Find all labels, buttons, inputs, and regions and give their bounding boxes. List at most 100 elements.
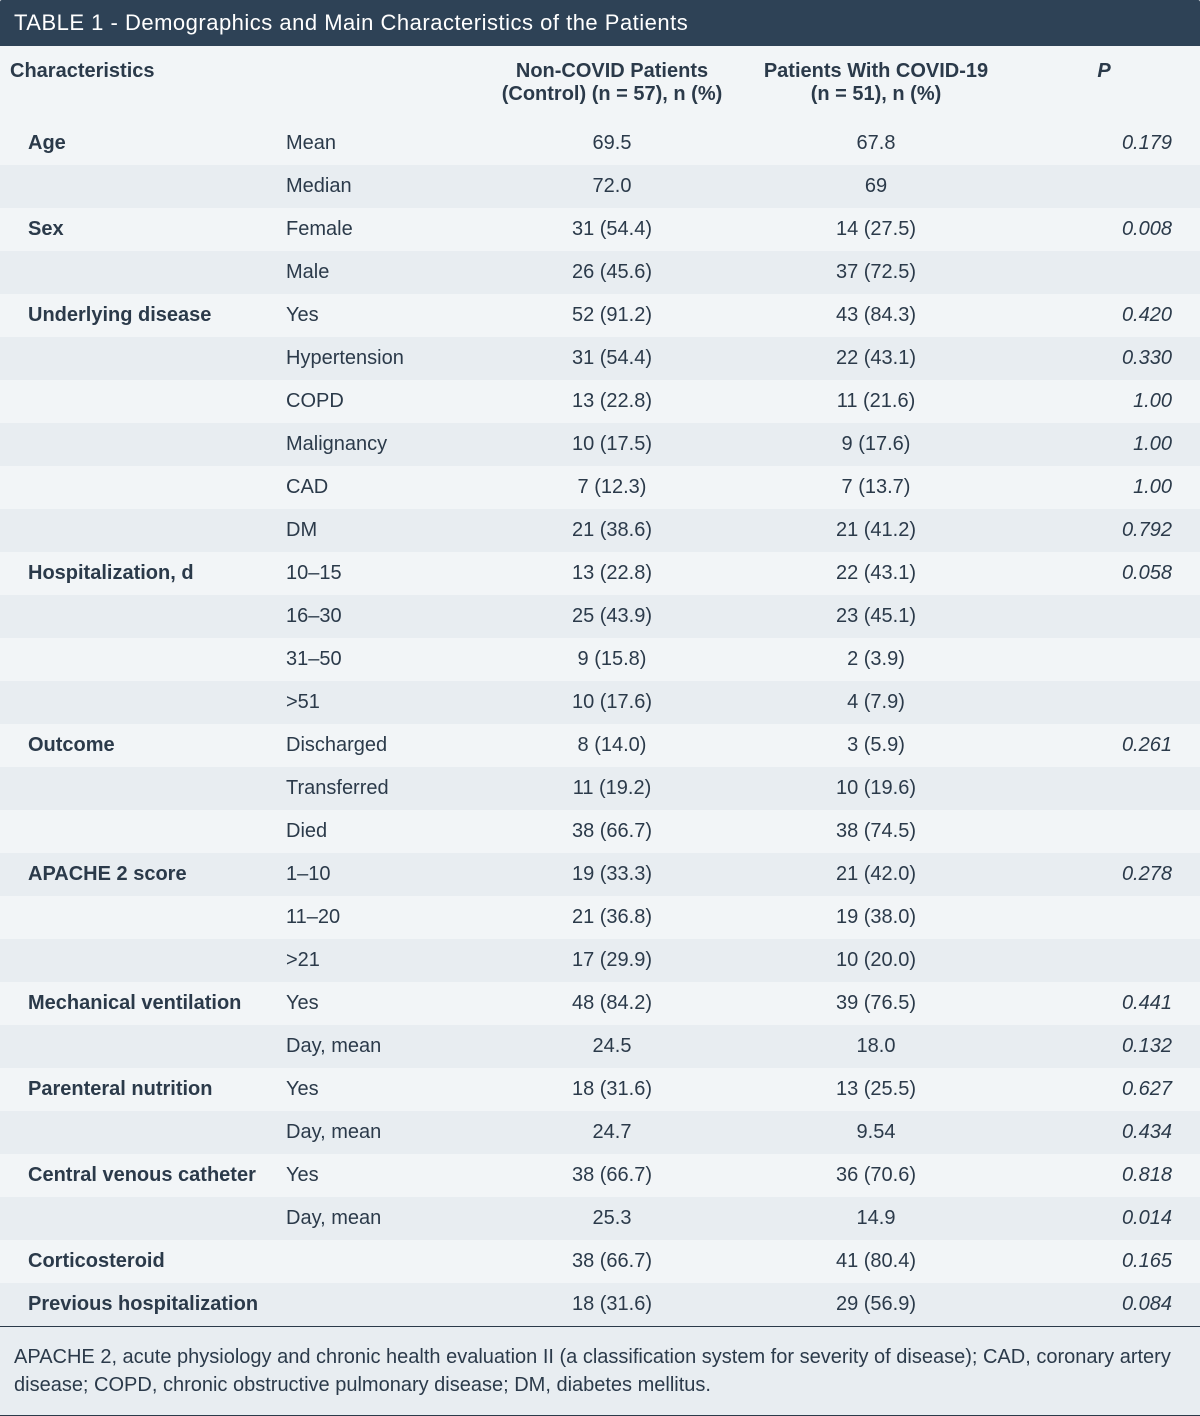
table-title: TABLE 1 - Demographics and Main Characte… xyxy=(0,0,1200,46)
cell-pvalue: 1.00 xyxy=(1008,423,1200,466)
cell-subcategory xyxy=(276,1283,480,1326)
cell-pvalue xyxy=(1008,681,1200,724)
cell-pvalue xyxy=(1008,638,1200,681)
table-row: Malignancy10 (17.5)9 (17.6)1.00 xyxy=(0,423,1200,466)
cell-characteristic xyxy=(0,509,276,552)
cell-characteristic: Central venous catheter xyxy=(0,1154,276,1197)
cell-characteristic: Sex xyxy=(0,208,276,251)
cell-pvalue xyxy=(1008,767,1200,810)
cell-characteristic: Mechanical ventilation xyxy=(0,982,276,1025)
cell-subcategory: Mean xyxy=(276,122,480,165)
cell-covid: 36 (70.6) xyxy=(744,1154,1008,1197)
cell-characteristic xyxy=(0,466,276,509)
cell-pvalue: 0.014 xyxy=(1008,1197,1200,1240)
table-row: Median72.069 xyxy=(0,165,1200,208)
cell-covid: 9.54 xyxy=(744,1111,1008,1154)
cell-noncovid: 72.0 xyxy=(480,165,744,208)
table-row: Hypertension31 (54.4)22 (43.1)0.330 xyxy=(0,337,1200,380)
cell-covid: 69 xyxy=(744,165,1008,208)
cell-noncovid: 24.5 xyxy=(480,1025,744,1068)
table-row: COPD13 (22.8)11 (21.6)1.00 xyxy=(0,380,1200,423)
cell-pvalue: 0.058 xyxy=(1008,552,1200,595)
cell-subcategory: Female xyxy=(276,208,480,251)
cell-pvalue: 0.084 xyxy=(1008,1283,1200,1326)
table-header: Characteristics Non-COVID Patients (Cont… xyxy=(0,46,1200,122)
cell-noncovid: 13 (22.8) xyxy=(480,552,744,595)
cell-covid: 10 (20.0) xyxy=(744,939,1008,982)
cell-characteristic xyxy=(0,638,276,681)
table-row: AgeMean69.567.80.179 xyxy=(0,122,1200,165)
cell-covid: 13 (25.5) xyxy=(744,1068,1008,1111)
col-characteristics: Characteristics xyxy=(0,46,480,122)
table-row: Parenteral nutritionYes18 (31.6)13 (25.5… xyxy=(0,1068,1200,1111)
cell-characteristic xyxy=(0,1197,276,1240)
cell-pvalue: 0.434 xyxy=(1008,1111,1200,1154)
cell-pvalue xyxy=(1008,939,1200,982)
cell-characteristic xyxy=(0,939,276,982)
cell-noncovid: 25 (43.9) xyxy=(480,595,744,638)
cell-subcategory xyxy=(276,1240,480,1283)
cell-covid: 29 (56.9) xyxy=(744,1283,1008,1326)
cell-covid: 2 (3.9) xyxy=(744,638,1008,681)
table-row: DM21 (38.6)21 (41.2)0.792 xyxy=(0,509,1200,552)
table-row: 16–3025 (43.9)23 (45.1) xyxy=(0,595,1200,638)
cell-noncovid: 8 (14.0) xyxy=(480,724,744,767)
cell-pvalue xyxy=(1008,595,1200,638)
cell-characteristic: APACHE 2 score xyxy=(0,853,276,896)
cell-covid: 39 (76.5) xyxy=(744,982,1008,1025)
cell-pvalue: 0.441 xyxy=(1008,982,1200,1025)
cell-characteristic xyxy=(0,380,276,423)
cell-subcategory: Hypertension xyxy=(276,337,480,380)
cell-covid: 21 (41.2) xyxy=(744,509,1008,552)
cell-covid: 11 (21.6) xyxy=(744,380,1008,423)
cell-characteristic xyxy=(0,595,276,638)
cell-pvalue: 0.818 xyxy=(1008,1154,1200,1197)
cell-characteristic xyxy=(0,251,276,294)
cell-characteristic xyxy=(0,337,276,380)
cell-characteristic: Corticosteroid xyxy=(0,1240,276,1283)
cell-pvalue xyxy=(1008,251,1200,294)
cell-noncovid: 19 (33.3) xyxy=(480,853,744,896)
table-row: Day, mean24.79.540.434 xyxy=(0,1111,1200,1154)
cell-characteristic xyxy=(0,165,276,208)
cell-pvalue: 0.008 xyxy=(1008,208,1200,251)
cell-covid: 7 (13.7) xyxy=(744,466,1008,509)
cell-noncovid: 38 (66.7) xyxy=(480,810,744,853)
cell-noncovid: 26 (45.6) xyxy=(480,251,744,294)
cell-characteristic xyxy=(0,681,276,724)
table-row: OutcomeDischarged8 (14.0)3 (5.9)0.261 xyxy=(0,724,1200,767)
cell-covid: 19 (38.0) xyxy=(744,896,1008,939)
cell-characteristic xyxy=(0,1025,276,1068)
cell-noncovid: 9 (15.8) xyxy=(480,638,744,681)
table-row: Day, mean25.314.90.014 xyxy=(0,1197,1200,1240)
cell-covid: 18.0 xyxy=(744,1025,1008,1068)
cell-noncovid: 31 (54.4) xyxy=(480,337,744,380)
cell-covid: 14 (27.5) xyxy=(744,208,1008,251)
cell-subcategory: COPD xyxy=(276,380,480,423)
cell-covid: 22 (43.1) xyxy=(744,337,1008,380)
cell-subcategory: CAD xyxy=(276,466,480,509)
table-row: 31–509 (15.8)2 (3.9) xyxy=(0,638,1200,681)
cell-covid: 3 (5.9) xyxy=(744,724,1008,767)
cell-characteristic xyxy=(0,896,276,939)
cell-noncovid: 48 (84.2) xyxy=(480,982,744,1025)
cell-pvalue: 0.165 xyxy=(1008,1240,1200,1283)
table-row: >2117 (29.9)10 (20.0) xyxy=(0,939,1200,982)
cell-subcategory: Day, mean xyxy=(276,1197,480,1240)
cell-noncovid: 31 (54.4) xyxy=(480,208,744,251)
cell-subcategory: >21 xyxy=(276,939,480,982)
cell-noncovid: 17 (29.9) xyxy=(480,939,744,982)
cell-subcategory: Yes xyxy=(276,982,480,1025)
cell-subcategory: Malignancy xyxy=(276,423,480,466)
table-row: SexFemale31 (54.4)14 (27.5)0.008 xyxy=(0,208,1200,251)
cell-characteristic: Age xyxy=(0,122,276,165)
cell-covid: 9 (17.6) xyxy=(744,423,1008,466)
cell-characteristic xyxy=(0,767,276,810)
cell-subcategory: Male xyxy=(276,251,480,294)
cell-noncovid: 10 (17.5) xyxy=(480,423,744,466)
table-row: Corticosteroid38 (66.7)41 (80.4)0.165 xyxy=(0,1240,1200,1283)
col-p: P xyxy=(1008,46,1200,122)
cell-noncovid: 24.7 xyxy=(480,1111,744,1154)
cell-covid: 41 (80.4) xyxy=(744,1240,1008,1283)
cell-pvalue: 1.00 xyxy=(1008,466,1200,509)
